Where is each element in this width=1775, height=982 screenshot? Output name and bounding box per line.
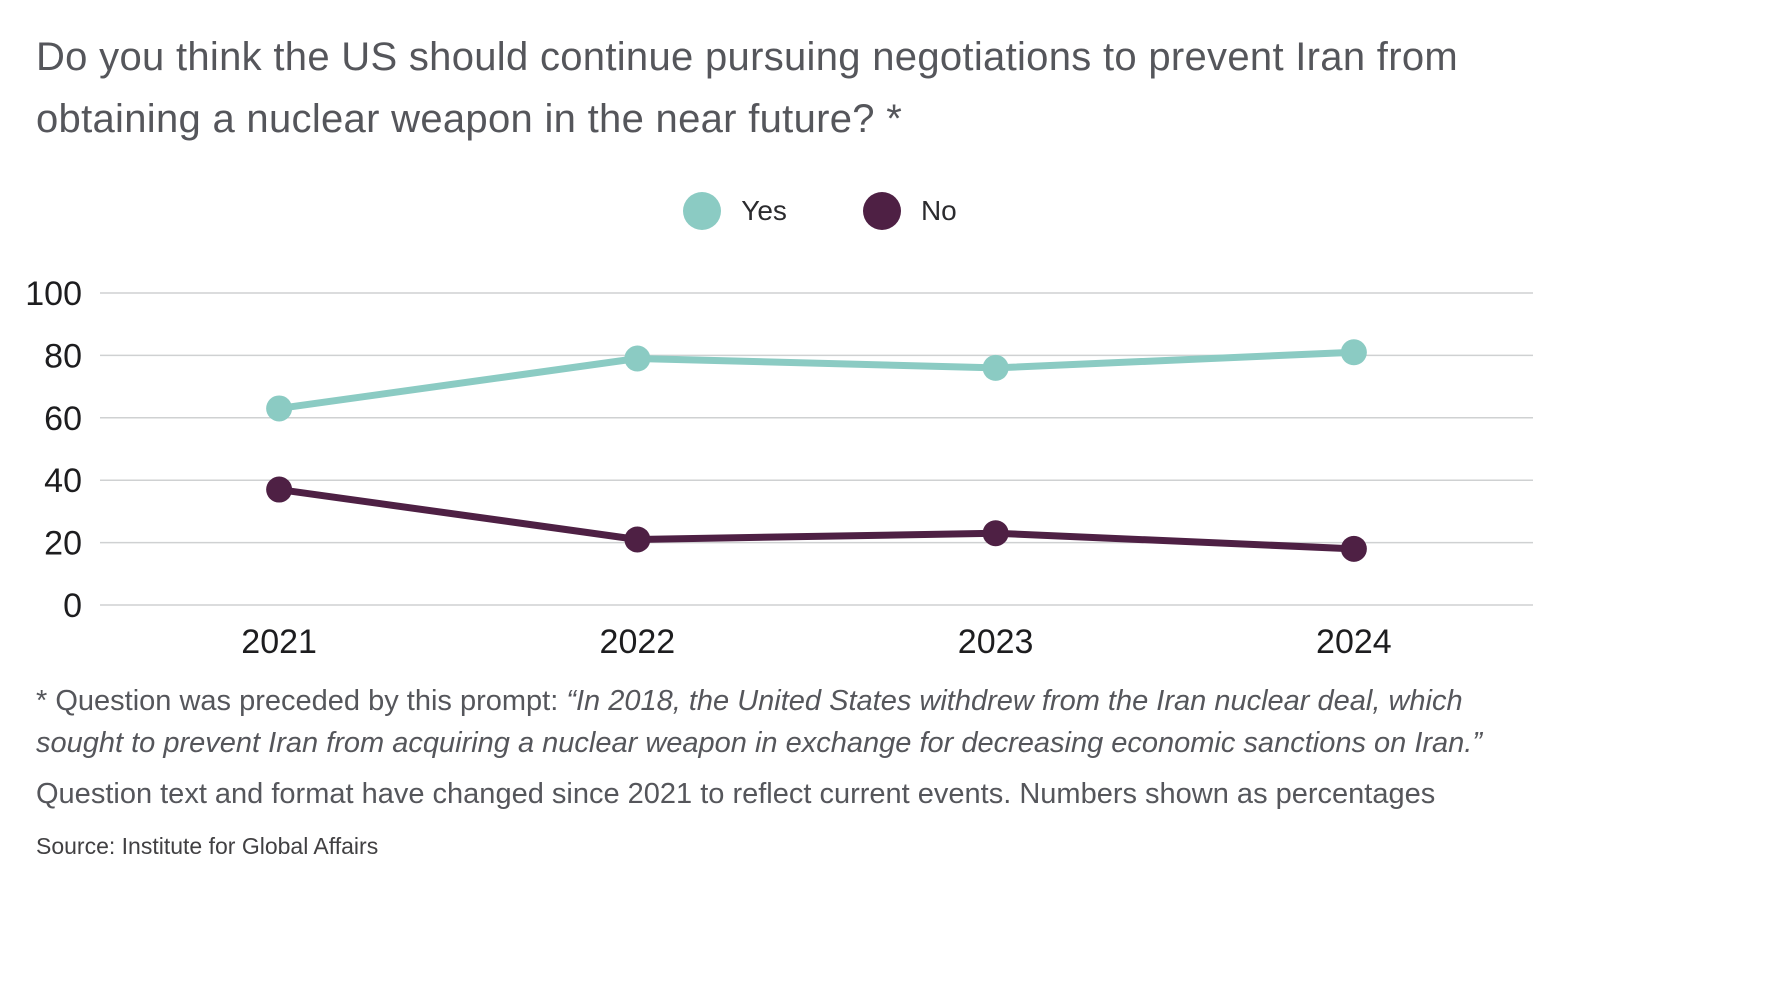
svg-text:2024: 2024 xyxy=(1316,623,1392,661)
footnote-prompt-prefix: * Question was preceded by this prompt: xyxy=(36,685,567,717)
legend-item-yes: Yes xyxy=(683,192,787,230)
svg-text:2023: 2023 xyxy=(958,623,1034,661)
svg-text:100: 100 xyxy=(25,275,82,313)
footnote-prompt-quote: “In 2018, the United States withdrew fro… xyxy=(36,685,1483,760)
legend-item-no: No xyxy=(862,192,957,230)
svg-text:80: 80 xyxy=(44,337,82,375)
legend-label-no: No xyxy=(920,195,957,226)
source-attribution: Source: Institute for Global Affairs xyxy=(36,832,379,859)
footnotes: * Question was preceded by this prompt: … xyxy=(36,680,1556,860)
legend-swatch-yes xyxy=(683,192,722,230)
chart-title: Do you think the US should continue purs… xyxy=(36,35,1459,141)
svg-text:2022: 2022 xyxy=(600,623,676,661)
svg-text:20: 20 xyxy=(44,525,82,563)
svg-text:2021: 2021 xyxy=(241,623,317,661)
legend-label-yes: Yes xyxy=(741,195,787,226)
footnote-prompt: * Question was preceded by this prompt: … xyxy=(36,680,1556,764)
footnote-note: Question text and format have changed si… xyxy=(36,778,1436,811)
chart-legend: Yes No xyxy=(0,192,1640,230)
svg-text:0: 0 xyxy=(63,587,82,625)
svg-text:60: 60 xyxy=(44,400,82,438)
legend-swatch-no xyxy=(862,192,901,230)
line-chart: 0 20 40 60 80 100 2021 2022 2023 2024 xyxy=(25,275,1533,661)
svg-text:40: 40 xyxy=(44,462,82,500)
